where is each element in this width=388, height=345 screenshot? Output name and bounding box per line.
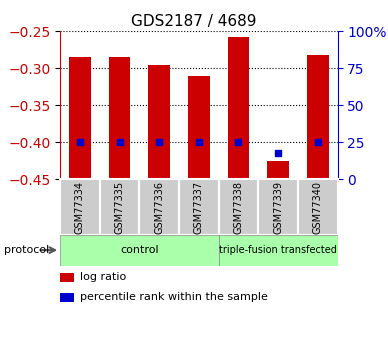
Text: GSM77335: GSM77335 xyxy=(114,181,125,234)
Bar xyxy=(60,273,74,282)
Text: control: control xyxy=(120,245,159,255)
Bar xyxy=(307,55,329,179)
Bar xyxy=(267,161,289,179)
Text: GSM77340: GSM77340 xyxy=(313,181,323,234)
Text: GSM77334: GSM77334 xyxy=(75,181,85,234)
Text: triple-fusion transfected: triple-fusion transfected xyxy=(219,245,337,255)
FancyBboxPatch shape xyxy=(139,179,179,235)
Text: protocol: protocol xyxy=(4,245,49,255)
FancyBboxPatch shape xyxy=(219,179,258,235)
FancyBboxPatch shape xyxy=(179,179,219,235)
Bar xyxy=(188,76,210,179)
FancyBboxPatch shape xyxy=(258,179,298,235)
Bar xyxy=(60,293,74,302)
Text: GSM77338: GSM77338 xyxy=(234,181,244,234)
Bar xyxy=(69,57,91,179)
FancyBboxPatch shape xyxy=(219,235,338,266)
Text: GSM77336: GSM77336 xyxy=(154,181,164,234)
Text: GDS2187 / 4689: GDS2187 / 4689 xyxy=(131,14,257,29)
FancyBboxPatch shape xyxy=(298,179,338,235)
Bar xyxy=(109,57,130,179)
Bar xyxy=(148,65,170,179)
Text: GSM77337: GSM77337 xyxy=(194,181,204,234)
Text: GSM77339: GSM77339 xyxy=(273,181,283,234)
Text: percentile rank within the sample: percentile rank within the sample xyxy=(80,293,267,303)
FancyBboxPatch shape xyxy=(60,179,100,235)
FancyBboxPatch shape xyxy=(60,235,219,266)
FancyBboxPatch shape xyxy=(100,179,139,235)
Text: log ratio: log ratio xyxy=(80,272,126,282)
Bar xyxy=(228,37,249,179)
